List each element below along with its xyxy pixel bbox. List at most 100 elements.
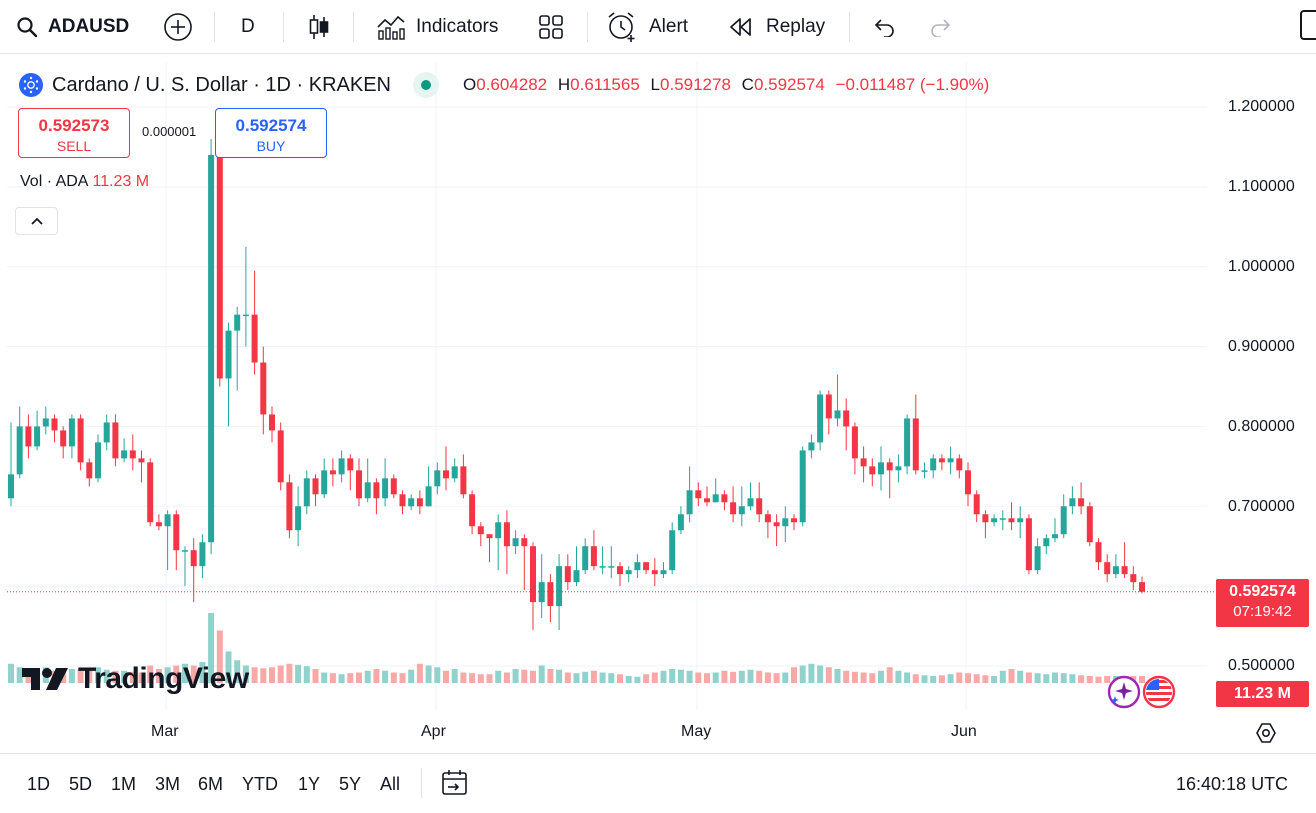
candle-body bbox=[1017, 518, 1024, 523]
symbol-search-button[interactable]: ADAUSD bbox=[16, 0, 129, 54]
indicators-button[interactable]: Indicators bbox=[376, 0, 498, 54]
redo-button[interactable] bbox=[929, 0, 953, 54]
price-axis-label: 1.100000 bbox=[1228, 178, 1295, 195]
buy-button[interactable]: 0.592574 BUY bbox=[215, 108, 327, 158]
volume-bar bbox=[138, 672, 145, 683]
candle-body bbox=[303, 478, 310, 507]
candle-body bbox=[190, 550, 197, 567]
bottom-toolbar: 1D 5D 1M 3M 6M YTD 1Y 5Y All 16:40:18 UT… bbox=[0, 753, 1316, 813]
range-1y[interactable]: 1Y bbox=[298, 774, 321, 794]
candle-body bbox=[295, 506, 302, 531]
chart-type-button[interactable] bbox=[307, 0, 331, 54]
volume-bar bbox=[956, 672, 963, 683]
range-6m[interactable]: 6M bbox=[198, 774, 224, 794]
utc-clock[interactable]: 16:40:18 UTC bbox=[1176, 774, 1289, 794]
range-5y[interactable]: 5Y bbox=[339, 774, 362, 794]
collapse-legend-button[interactable] bbox=[15, 207, 58, 235]
volume-bar bbox=[1139, 676, 1145, 683]
candle-body bbox=[1139, 582, 1145, 592]
compare-symbol-button[interactable] bbox=[163, 0, 193, 54]
volume-bar bbox=[16, 667, 23, 683]
undo-button[interactable] bbox=[872, 0, 896, 54]
chart-pane[interactable] bbox=[7, 62, 1316, 752]
sparkle-icon[interactable] bbox=[1106, 674, 1142, 710]
settings-icon[interactable] bbox=[1254, 721, 1278, 745]
time-axis-label: May bbox=[681, 723, 712, 740]
candle-body bbox=[530, 546, 536, 603]
interval-button[interactable]: D bbox=[241, 0, 255, 54]
volume-bar bbox=[634, 676, 641, 683]
volume-bar bbox=[60, 672, 67, 683]
range-5d[interactable]: 5D bbox=[69, 774, 93, 794]
volume-bar bbox=[503, 672, 510, 683]
candle-body bbox=[16, 426, 23, 475]
volume-bar bbox=[851, 671, 858, 683]
templates-button[interactable] bbox=[538, 0, 564, 54]
volume-bar bbox=[155, 669, 162, 683]
toolbar-divider bbox=[283, 12, 284, 42]
volume-bar bbox=[1095, 676, 1102, 683]
sell-button[interactable]: 0.592573 SELL bbox=[18, 108, 130, 158]
candle-body bbox=[895, 466, 902, 471]
range-1d[interactable]: 1D bbox=[27, 774, 51, 794]
candle-body bbox=[364, 482, 371, 499]
candle-body bbox=[42, 418, 49, 427]
interval-label: D bbox=[241, 15, 255, 37]
go-to-date-icon[interactable] bbox=[440, 768, 470, 798]
candle-body bbox=[216, 154, 223, 379]
volume-bar bbox=[764, 672, 771, 683]
volume-bar bbox=[295, 664, 302, 683]
volume-value: 11.23 M bbox=[92, 173, 150, 190]
volume-bar bbox=[791, 667, 797, 683]
volume-bar bbox=[799, 665, 806, 683]
layout-edge-icon[interactable] bbox=[1300, 10, 1316, 40]
range-all[interactable]: All bbox=[380, 774, 401, 794]
candle-body bbox=[590, 546, 597, 567]
volume-bar bbox=[382, 670, 389, 683]
alert-button[interactable]: Alert bbox=[606, 0, 688, 54]
candle-body bbox=[512, 538, 519, 547]
volume-bar bbox=[68, 669, 75, 683]
replay-button[interactable]: Replay bbox=[728, 0, 825, 54]
candle-body bbox=[747, 498, 754, 507]
candle-body bbox=[443, 470, 449, 479]
volume-bar bbox=[686, 670, 693, 683]
range-ytd[interactable]: YTD bbox=[242, 774, 278, 794]
volume-legend[interactable]: Vol · ADA 11.23 M bbox=[20, 173, 149, 191]
candle-body bbox=[999, 518, 1006, 520]
candle-body bbox=[425, 486, 432, 507]
chart-canvas[interactable] bbox=[7, 62, 1316, 752]
volume-bar bbox=[617, 674, 623, 683]
volume-bar bbox=[625, 676, 632, 683]
range-3m[interactable]: 3M bbox=[155, 774, 181, 794]
volume-bar bbox=[573, 673, 580, 683]
volume-bar bbox=[547, 669, 554, 683]
range-1m[interactable]: 1M bbox=[111, 774, 137, 794]
volume-bar bbox=[329, 673, 336, 683]
volume-bar bbox=[747, 669, 754, 683]
volume-bar bbox=[486, 674, 493, 683]
candle-body bbox=[1060, 506, 1067, 535]
market-status-icon[interactable] bbox=[413, 72, 439, 98]
indicators-label: Indicators bbox=[416, 15, 499, 37]
symbol-title[interactable]: Cardano / U. S. Dollar · 1D · KRAKEN bbox=[52, 73, 391, 96]
candle-body bbox=[382, 478, 389, 499]
toolbar-divider bbox=[849, 12, 850, 42]
volume-bar bbox=[738, 670, 745, 683]
volume-bar bbox=[869, 673, 876, 683]
candle-body bbox=[390, 478, 397, 495]
candle-body bbox=[547, 582, 554, 607]
candle-body bbox=[1034, 546, 1041, 571]
toolbar-divider bbox=[214, 12, 215, 42]
candle-body bbox=[260, 362, 267, 415]
candle-body bbox=[1008, 518, 1015, 523]
volume-bar bbox=[704, 673, 710, 683]
volume-bar bbox=[825, 667, 832, 683]
candle-body bbox=[1069, 498, 1076, 507]
volume-bar bbox=[843, 670, 850, 683]
candle-body bbox=[1112, 566, 1119, 575]
volume-bar bbox=[416, 663, 423, 683]
tradingview-logo[interactable]: TradingView bbox=[22, 662, 249, 696]
us-flag-icon[interactable] bbox=[1141, 674, 1177, 710]
